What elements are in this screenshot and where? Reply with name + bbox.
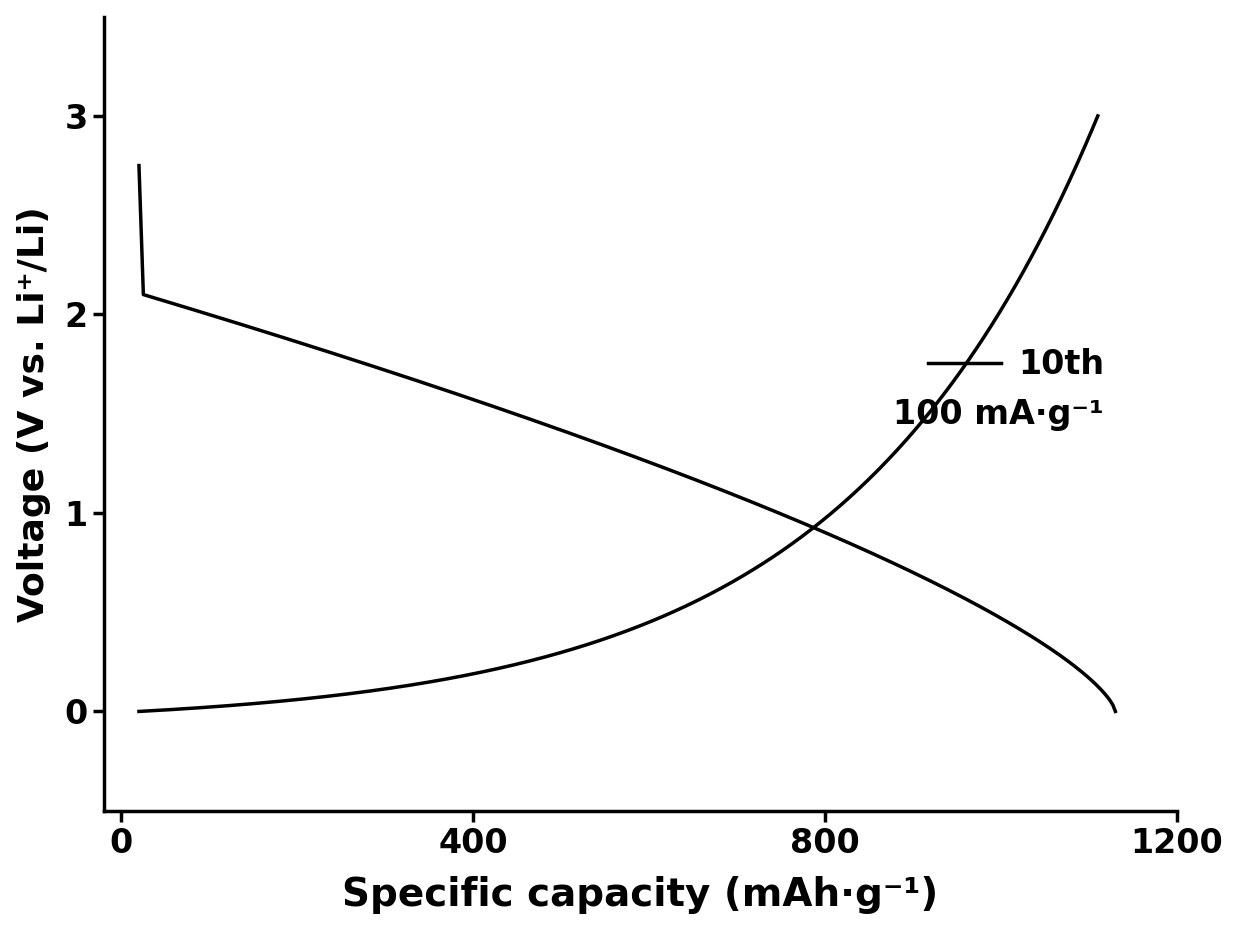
Text: 100 mA·g⁻¹: 100 mA·g⁻¹: [893, 398, 1104, 431]
Y-axis label: Voltage (V vs. Li⁺/Li): Voltage (V vs. Li⁺/Li): [16, 206, 51, 622]
Legend: 10th: 10th: [915, 335, 1117, 395]
X-axis label: Specific capacity (mAh·g⁻¹): Specific capacity (mAh·g⁻¹): [342, 876, 939, 914]
